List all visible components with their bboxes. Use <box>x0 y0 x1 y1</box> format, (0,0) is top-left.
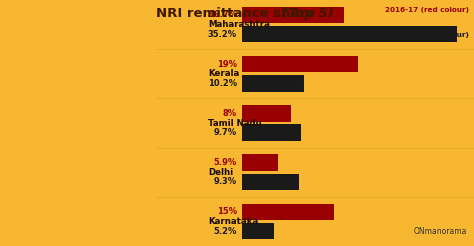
Bar <box>242 105 291 122</box>
Text: 10.2%: 10.2% <box>208 79 237 88</box>
Text: 15%: 15% <box>217 207 237 216</box>
Bar <box>242 75 304 92</box>
Text: 9.3%: 9.3% <box>214 177 237 186</box>
Bar <box>242 56 358 72</box>
Text: 5.9%: 5.9% <box>214 158 237 167</box>
Bar <box>242 124 301 141</box>
Bar <box>242 223 273 239</box>
Text: 9.7%: 9.7% <box>214 128 237 137</box>
Text: 2020-21 (black colour): 2020-21 (black colour) <box>377 32 469 38</box>
Text: Kerala: Kerala <box>209 69 239 78</box>
Text: Karnataka: Karnataka <box>209 217 259 226</box>
Bar <box>242 203 334 220</box>
Bar <box>242 7 344 23</box>
Bar <box>242 174 299 190</box>
Text: ONmanorama: ONmanorama <box>413 227 467 236</box>
Text: 19%: 19% <box>217 60 237 69</box>
Text: Delhi: Delhi <box>209 168 234 177</box>
Text: 16.7%: 16.7% <box>208 10 237 19</box>
Text: 2016-17 (red colour): 2016-17 (red colour) <box>385 7 469 13</box>
Bar <box>242 26 457 43</box>
Text: Tamil Nadu: Tamil Nadu <box>209 119 262 127</box>
Text: 8%: 8% <box>223 109 237 118</box>
Text: (Top 5): (Top 5) <box>282 7 334 20</box>
Text: NRI remittance share: NRI remittance share <box>156 7 320 20</box>
Text: Maharashtra: Maharashtra <box>209 20 270 29</box>
Text: 5.2%: 5.2% <box>214 227 237 236</box>
Text: 35.2%: 35.2% <box>208 30 237 39</box>
Bar <box>242 154 278 171</box>
